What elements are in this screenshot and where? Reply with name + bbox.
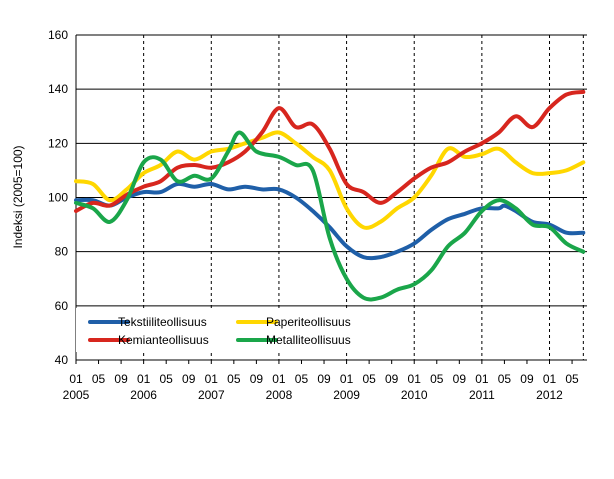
y-tick-160: 160 <box>48 28 68 42</box>
x-tick-12: 01 <box>340 372 354 386</box>
axes <box>75 35 587 361</box>
year-labels: 2005 2006 2007 2008 2009 2010 2011 2012 <box>63 388 564 402</box>
x-tick-17: 09 <box>453 372 467 386</box>
x-tick-19: 05 <box>498 372 512 386</box>
series-line-0 <box>74 181 586 261</box>
year-label-2010: 2010 <box>401 388 428 402</box>
x-tick-5: 09 <box>182 372 196 386</box>
series-line-2 <box>74 89 586 213</box>
legend-label-1: Paperiteollisuus <box>266 315 351 329</box>
year-label-2009: 2009 <box>333 388 360 402</box>
x-tick-18: 01 <box>475 372 489 386</box>
x-tick-1: 05 <box>92 372 106 386</box>
x-tick-15: 01 <box>408 372 422 386</box>
x-tick-8: 09 <box>250 372 264 386</box>
series-lines <box>74 89 586 302</box>
x-tick-13: 05 <box>362 372 376 386</box>
legend: Tekstiiliteollisuus Kemianteollisuus Paper… <box>88 315 351 347</box>
y-tick-120: 120 <box>48 136 68 150</box>
x-tick-7: 05 <box>227 372 241 386</box>
y-tick-labels: 40 60 80 100 120 140 160 <box>48 28 68 367</box>
y-tick-140: 140 <box>48 82 68 96</box>
x-tick-10: 05 <box>295 372 309 386</box>
year-label-2012: 2012 <box>536 388 563 402</box>
y-tick-60: 60 <box>55 299 69 313</box>
x-tick-0: 01 <box>69 372 83 386</box>
year-label-2008: 2008 <box>266 388 293 402</box>
x-tick-9: 01 <box>272 372 286 386</box>
year-label-2006: 2006 <box>130 388 157 402</box>
x-tick-3: 01 <box>137 372 151 386</box>
y-axis-label: Indeksi (2005=100) <box>11 145 25 248</box>
x-tick-14: 09 <box>385 372 399 386</box>
x-tick-16: 05 <box>430 372 444 386</box>
year-separator-lines <box>143 35 584 360</box>
x-tick-11: 09 <box>317 372 331 386</box>
y-tick-40: 40 <box>55 353 69 367</box>
legend-label-0: Tekstiiliteollisuus <box>118 315 207 329</box>
year-label-2005: 2005 <box>63 388 90 402</box>
x-tick-2: 09 <box>114 372 128 386</box>
x-tick-4: 05 <box>160 372 174 386</box>
x-tick-20: 09 <box>520 372 534 386</box>
year-label-2011: 2011 <box>469 388 495 402</box>
legend-label-2: Kemianteollisuus <box>118 333 209 347</box>
y-tick-80: 80 <box>55 245 69 259</box>
horizontal-gridlines <box>76 34 587 307</box>
x-tick-labels: 01 05 09 01 05 09 01 05 09 01 05 09 01 05 09 01 05 09 01 05… <box>69 360 579 386</box>
x-tick-6: 01 <box>205 372 219 386</box>
x-tick-22: 05 <box>565 372 579 386</box>
x-tick-21: 01 <box>543 372 557 386</box>
y-tick-100: 100 <box>48 191 68 205</box>
legend-label-3: Metalliteollisuus <box>266 333 351 347</box>
series-line-3 <box>74 130 586 302</box>
legend-box <box>76 308 376 352</box>
series-line-1 <box>74 130 586 230</box>
year-label-2007: 2007 <box>198 388 225 402</box>
